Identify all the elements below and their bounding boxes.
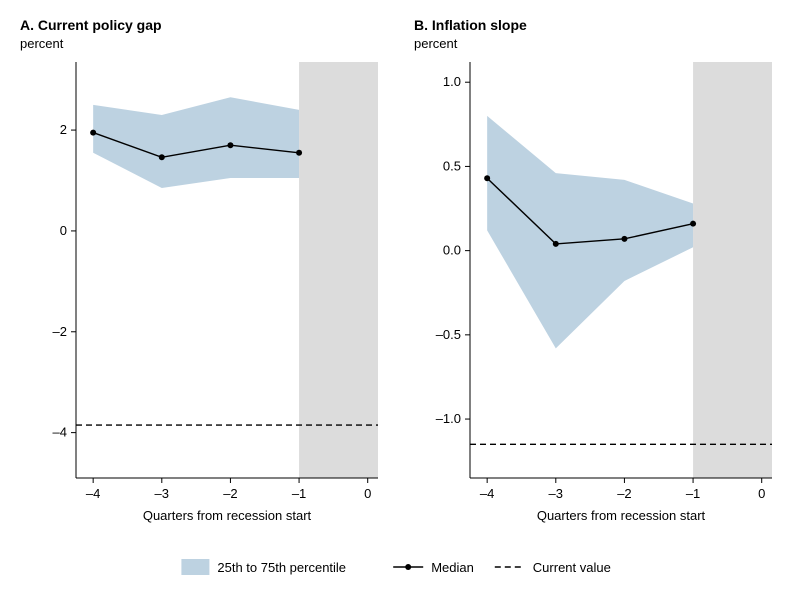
median-marker (484, 175, 490, 181)
x-tick-label: –1 (686, 486, 700, 501)
panel-title: A. Current policy gap (20, 17, 162, 33)
median-marker (553, 241, 559, 247)
x-tick-label: –4 (86, 486, 100, 501)
median-marker (159, 154, 165, 160)
y-tick-label: 0.0 (443, 243, 461, 258)
median-marker (690, 221, 696, 227)
y-tick-label: 0 (60, 223, 67, 238)
y-tick-label: 1.0 (443, 74, 461, 89)
legend-median-marker (405, 564, 411, 570)
x-tick-label: –2 (223, 486, 237, 501)
x-tick-label: 0 (758, 486, 765, 501)
recession-band (693, 62, 772, 478)
panel-title: B. Inflation slope (414, 17, 527, 33)
figure: –4 –2 0 2 –4 –3 –2 –1 0 A. Current policy gap perc… (0, 0, 800, 604)
y-tick-label: –0.5 (436, 327, 461, 342)
median-marker (621, 236, 627, 242)
legend-label: Current value (533, 560, 611, 575)
y-tick-label: –2 (53, 324, 67, 339)
x-tick-label: –3 (549, 486, 563, 501)
legend-label: Median (431, 560, 474, 575)
legend-swatch (181, 559, 209, 575)
y-tick-label: –1.0 (436, 411, 461, 426)
x-tick-label: –1 (292, 486, 306, 501)
x-tick-label: –3 (155, 486, 169, 501)
recession-band (299, 62, 378, 478)
median-marker (296, 150, 302, 156)
x-tick-label: –4 (480, 486, 494, 501)
legend-label: 25th to 75th percentile (217, 560, 346, 575)
x-tick-label: –2 (617, 486, 631, 501)
y-unit-label: percent (414, 36, 458, 51)
y-tick-label: 0.5 (443, 158, 461, 173)
x-axis-label: Quarters from recession start (537, 508, 706, 523)
x-axis-label: Quarters from recession start (143, 508, 312, 523)
y-tick-label: –4 (53, 425, 67, 440)
y-unit-label: percent (20, 36, 64, 51)
y-tick-label: 2 (60, 122, 67, 137)
x-tick-label: 0 (364, 486, 371, 501)
median-marker (90, 130, 96, 136)
median-marker (227, 142, 233, 148)
